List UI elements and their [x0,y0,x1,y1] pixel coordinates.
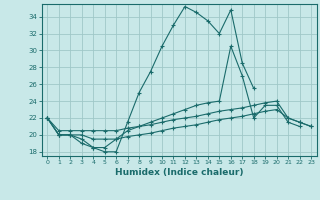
X-axis label: Humidex (Indice chaleur): Humidex (Indice chaleur) [115,168,244,177]
